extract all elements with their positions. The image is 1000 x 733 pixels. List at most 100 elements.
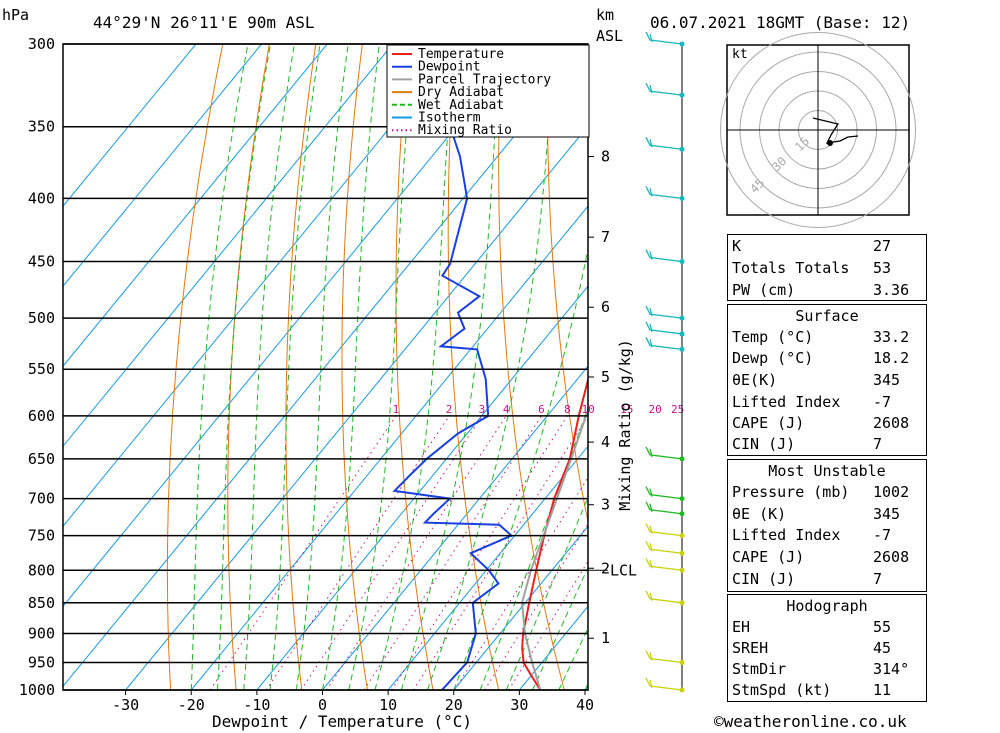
wind-barb xyxy=(645,186,683,200)
surface-row-li: Lifted Index -7 xyxy=(732,393,892,411)
parcel-trajectory-series-line xyxy=(520,406,588,690)
pressure-tick-label: 650 xyxy=(28,450,55,468)
mixing-ratio-label: 2 xyxy=(446,403,453,416)
index-row-k: K 27 xyxy=(732,237,892,255)
pressure-unit-label: hPa xyxy=(2,6,29,24)
wind-barb xyxy=(645,31,683,45)
height-tick-label: 1 xyxy=(601,629,610,647)
height-unit-asl: ASL xyxy=(596,27,623,45)
wind-barb xyxy=(645,557,683,571)
mixing-ratio-label: 6 xyxy=(538,403,545,416)
height-tick-label: 3 xyxy=(601,496,610,514)
isotherm-line xyxy=(63,44,328,368)
hodograph-ring xyxy=(720,32,916,228)
legend-label: Isotherm xyxy=(418,111,481,126)
wind-barb xyxy=(645,540,683,554)
x-tick-label: -20 xyxy=(178,696,205,714)
height-tick-label: 5 xyxy=(601,368,610,386)
isotherm-line xyxy=(63,44,525,608)
dry-adiabat-line xyxy=(341,44,368,690)
wind-barb xyxy=(645,590,683,604)
mu-row-thetae: θE (K) 345 xyxy=(732,505,901,523)
wet-adiabat-line xyxy=(269,44,321,690)
isotherm-line xyxy=(256,285,588,690)
surface-title: Surface xyxy=(795,307,859,325)
wet-adiabat-line xyxy=(190,44,249,690)
wind-barb xyxy=(645,677,683,691)
pressure-tick-label: 950 xyxy=(28,653,55,671)
mixing-ratio-label: 20 xyxy=(649,403,662,416)
wet-adiabat-line xyxy=(427,44,555,690)
pressure-tick-label: 750 xyxy=(28,527,55,545)
mixing-ratio-label: 25 xyxy=(671,403,684,416)
wet-adiabat-line xyxy=(348,44,415,690)
dewpoint-series-line xyxy=(392,44,514,690)
wet-adiabat-line xyxy=(217,44,271,690)
isotherm-line xyxy=(453,525,588,690)
mu-row-pressure: Pressure (mb) 1002 xyxy=(732,483,910,501)
x-tick-label: -30 xyxy=(112,696,139,714)
mixing-ratio-label: 1 xyxy=(393,403,400,416)
wind-barb xyxy=(645,305,683,319)
pressure-tick-label: 300 xyxy=(28,35,55,53)
plot-frame xyxy=(62,43,589,691)
datetime-title: 06.07.2021 18GMT (Base: 12) xyxy=(650,13,910,32)
height-tick-label: 8 xyxy=(601,148,610,166)
mixing-ratio-label: 8 xyxy=(564,403,571,416)
mixing-ratio-label: 4 xyxy=(503,403,510,416)
wind-barb xyxy=(645,523,683,537)
surface-row-cape: CAPE (J) 2608 xyxy=(732,414,910,432)
pressure-tick-label: 800 xyxy=(28,561,55,579)
x-tick-label: 10 xyxy=(379,696,397,714)
isotherm-line xyxy=(125,125,588,690)
pressure-tick-label: 500 xyxy=(28,309,55,327)
isotherm-line xyxy=(387,445,588,690)
wind-barb xyxy=(645,446,683,460)
wind-barb xyxy=(645,650,683,664)
temperature-series-line xyxy=(521,376,588,690)
legend-box xyxy=(386,44,590,138)
dry-adiabat-line xyxy=(227,44,270,690)
wet-adiabat-line xyxy=(453,245,588,690)
x-axis-label: Dewpoint / Temperature (°C) xyxy=(212,712,472,731)
pressure-tick-label: 700 xyxy=(28,490,55,508)
height-tick-label: 7 xyxy=(601,228,610,246)
wet-adiabat-line xyxy=(295,44,349,690)
hodograph-table-title: Hodograph xyxy=(786,597,868,615)
wet-adiabat-line xyxy=(505,496,588,690)
x-tick-label: 30 xyxy=(510,696,528,714)
isotherm-line xyxy=(63,44,197,207)
surface-row-thetae: θE(K) 345 xyxy=(732,371,901,389)
mixing-ratio-label: 10 xyxy=(581,403,594,416)
height-unit-km: km xyxy=(596,6,614,24)
wet-adiabat-line xyxy=(479,405,588,690)
mixing-ratio-line xyxy=(209,415,397,690)
lcl-label: LCL xyxy=(610,561,637,579)
legend-label: Parcel Trajectory xyxy=(418,72,551,87)
pressure-tick-label: 850 xyxy=(28,594,55,612)
mu-row-li: Lifted Index -7 xyxy=(732,526,892,544)
mixing-ratio-label: 3 xyxy=(479,403,486,416)
hodograph-unit: kt xyxy=(732,47,748,62)
x-tick-label: 0 xyxy=(318,696,327,714)
wet-adiabat-line xyxy=(374,44,455,690)
x-tick-label: 40 xyxy=(576,696,594,714)
pressure-tick-label: 1000 xyxy=(19,681,55,699)
storm-motion-marker xyxy=(827,140,833,146)
wind-barbs xyxy=(645,31,685,693)
x-tick-label: -10 xyxy=(243,696,270,714)
dry-adiabat-line xyxy=(967,44,1000,690)
dry-adiabat-line xyxy=(285,44,317,690)
most-unstable-title: Most Unstable xyxy=(768,462,886,480)
isotherm-line xyxy=(63,44,459,528)
legend-label: Temperature xyxy=(418,47,504,62)
hodo-row-stmspd: StmSpd (kt) 11 xyxy=(732,681,892,699)
index-row-totals: Totals Totals 53 xyxy=(732,259,892,277)
index-row-pw: PW (cm) 3.36 xyxy=(732,281,910,299)
wind-barb xyxy=(645,501,683,515)
most-unstable-panel: Most Unstable Pressure (mb) 1002 θE (K) 34… xyxy=(727,459,927,592)
dry-adiabat-line xyxy=(921,44,1000,690)
